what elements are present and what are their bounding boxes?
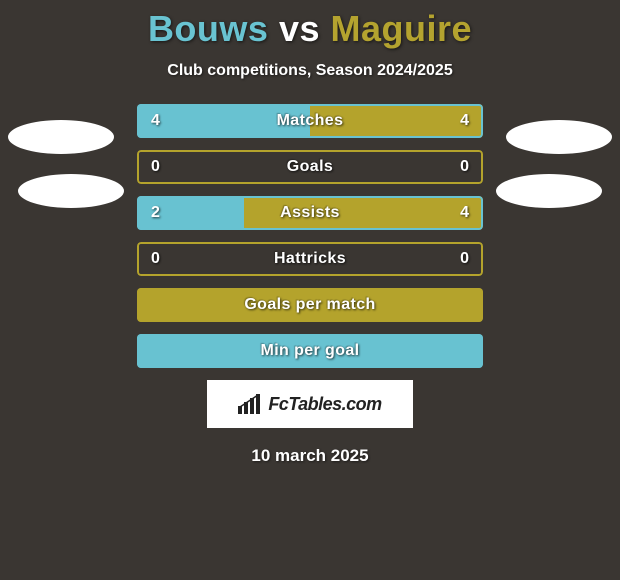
infographic-container: Bouws vs Maguire Club competitions, Seas… [0, 0, 620, 580]
stat-value-right: 0 [460, 242, 469, 276]
stat-label: Matches [137, 104, 483, 138]
subtitle: Club competitions, Season 2024/2025 [0, 62, 620, 80]
stat-row: Assists2 4 [137, 196, 483, 230]
stat-row: Min per goal [137, 334, 483, 368]
chart-icon [238, 394, 262, 414]
page-title: Bouws vs Maguire [0, 8, 620, 50]
title-left: Bouws [148, 8, 269, 49]
stat-value-right: 4 [460, 196, 469, 230]
title-right: Maguire [331, 8, 473, 49]
title-vs: vs [279, 8, 320, 49]
stat-label: Assists [137, 196, 483, 230]
club-badge-placeholder [496, 174, 602, 208]
stat-value-left: 4 [151, 104, 160, 138]
stat-label: Min per goal [137, 334, 483, 368]
stat-label: Goals per match [137, 288, 483, 322]
stat-row: Goals0 0 [137, 150, 483, 184]
fctables-text: FcTables.com [268, 394, 381, 415]
stat-value-right: 0 [460, 150, 469, 184]
stat-row: Goals per match [137, 288, 483, 322]
club-badge-placeholder [18, 174, 124, 208]
date-line: 10 march 2025 [0, 446, 620, 466]
stat-value-left: 2 [151, 196, 160, 230]
stat-value-left: 0 [151, 150, 160, 184]
stat-row: Hattricks0 0 [137, 242, 483, 276]
stat-label: Goals [137, 150, 483, 184]
stat-label: Hattricks [137, 242, 483, 276]
fctables-badge: FcTables.com [207, 380, 413, 428]
stat-value-right: 4 [460, 104, 469, 138]
club-badge-placeholder [8, 120, 114, 154]
stat-row: Matches4 4 [137, 104, 483, 138]
club-badge-placeholder [506, 120, 612, 154]
stat-value-left: 0 [151, 242, 160, 276]
